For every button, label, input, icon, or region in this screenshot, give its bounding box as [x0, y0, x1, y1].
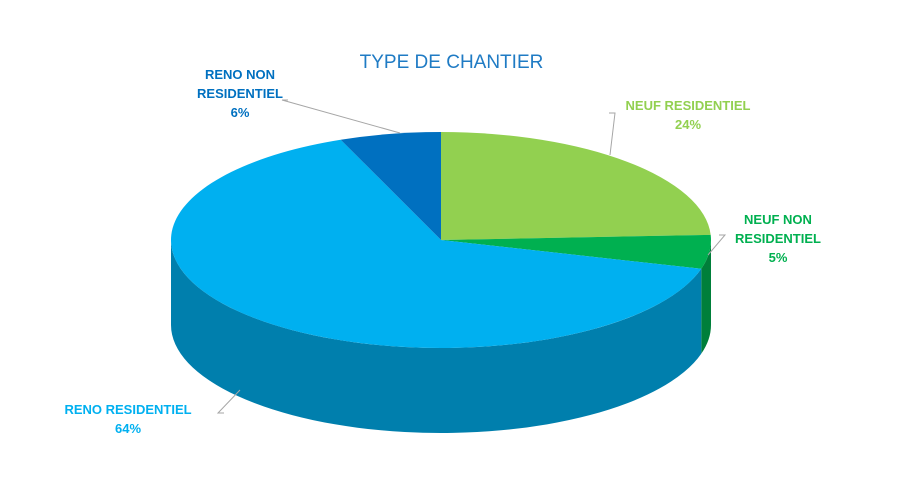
leader-line — [707, 234, 727, 256]
category-label: RENO RESIDENTIEL — [64, 402, 192, 417]
leader-line — [281, 99, 401, 134]
value-label: 6% — [230, 105, 250, 120]
category-label: NEUF NON RESIDENTIEL — [735, 212, 821, 246]
value-label: 64% — [114, 421, 142, 436]
chart-title: TYPE DE CHANTIER — [359, 52, 544, 73]
pie-slice — [441, 132, 711, 240]
data-label: NEUF NON RESIDENTIEL 5% — [728, 210, 828, 267]
pie-slice-side — [701, 240, 711, 354]
leader-line — [216, 389, 241, 414]
pie-slice — [441, 234, 711, 269]
value-label: 5% — [768, 250, 788, 265]
category-label: NEUF RESIDENTIEL — [625, 98, 751, 113]
category-label: RENO NON RESIDENTIEL — [197, 67, 283, 101]
pie-slice — [170, 139, 702, 349]
data-label: RENO NON RESIDENTIEL 6% — [190, 65, 290, 122]
data-label: RENO RESIDENTIEL 64% — [53, 400, 203, 438]
data-label: NEUF RESIDENTIEL 24% — [613, 96, 763, 134]
pie-slice-side — [171, 240, 702, 433]
leader-line — [609, 112, 616, 156]
value-label: 24% — [674, 117, 702, 132]
pie-slice — [340, 132, 441, 240]
